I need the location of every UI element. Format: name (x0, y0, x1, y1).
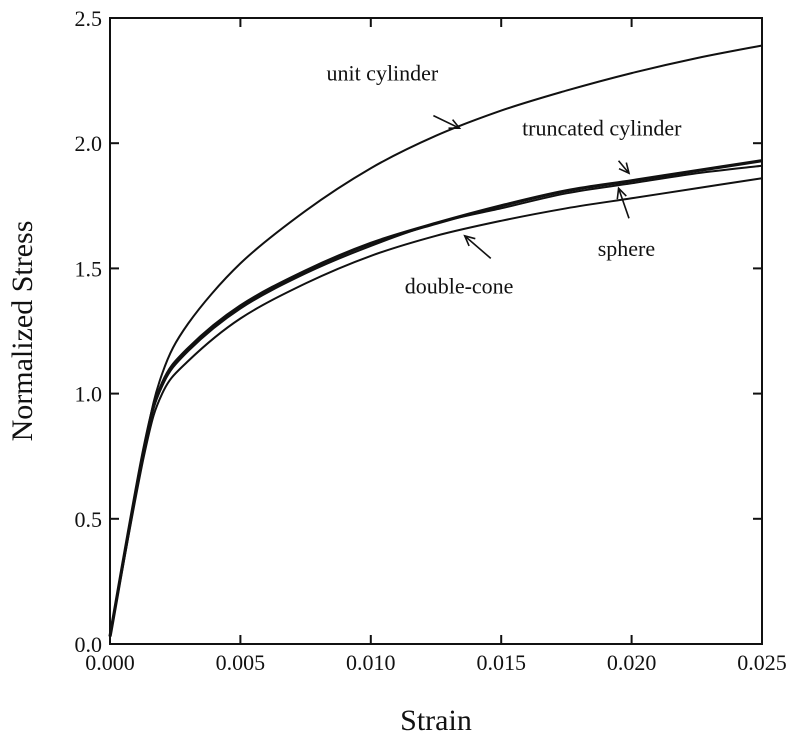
annotation-sphere: sphere (598, 236, 655, 261)
annotation-arrowhead (618, 162, 631, 175)
x-axis-label: Strain (400, 704, 472, 737)
annotation-arrow-line (464, 235, 492, 259)
series-line-truncated-cylinder (108, 159, 763, 637)
series-line-double-cone (109, 177, 763, 637)
x-tick-label: 0.010 (346, 650, 396, 675)
annotation-double-cone: double-cone (405, 273, 514, 298)
series-layer (108, 44, 763, 637)
x-tick-label: 0.015 (476, 650, 526, 675)
x-tick-label: 0.020 (607, 650, 657, 675)
annotation-arrow-line (617, 188, 630, 219)
x-axis: 0.000 0.005 0.010 0.015 0.020 0.025 (85, 18, 787, 675)
series-line-unit-cylinder (109, 44, 763, 637)
x-tick-label: 0.005 (216, 650, 266, 675)
x-tick-label: 0.000 (85, 650, 135, 675)
annotation-unit-cylinder: unit cylinder (326, 61, 438, 86)
y-tick-label: 0.0 (75, 632, 103, 657)
annotation-arrowhead (616, 186, 627, 200)
y-tick-label: 1.5 (75, 256, 103, 281)
series-line-sphere (109, 164, 763, 637)
y-tick-label: 1.0 (75, 382, 103, 407)
y-tick-label: 0.5 (75, 507, 103, 532)
x-tick-label: 0.025 (737, 650, 787, 675)
plot-frame (109, 17, 763, 645)
annotation-truncated-cylinder: truncated cylinder (522, 116, 682, 141)
y-axis-label: Normalized Stress (6, 221, 39, 442)
annotation-arrow-line (433, 114, 460, 129)
y-axis: 0.0 0.5 1.0 1.5 2.0 2.5 (75, 6, 762, 657)
y-tick-label: 2.0 (75, 131, 103, 156)
annotation-arrow-line (617, 160, 630, 174)
y-tick-label: 2.5 (75, 6, 103, 31)
annotation-arrowhead (448, 119, 462, 129)
annotation-layer: unit cylinder truncated cylinder sphere dou… (326, 61, 682, 299)
annotation-arrowhead (463, 234, 476, 247)
